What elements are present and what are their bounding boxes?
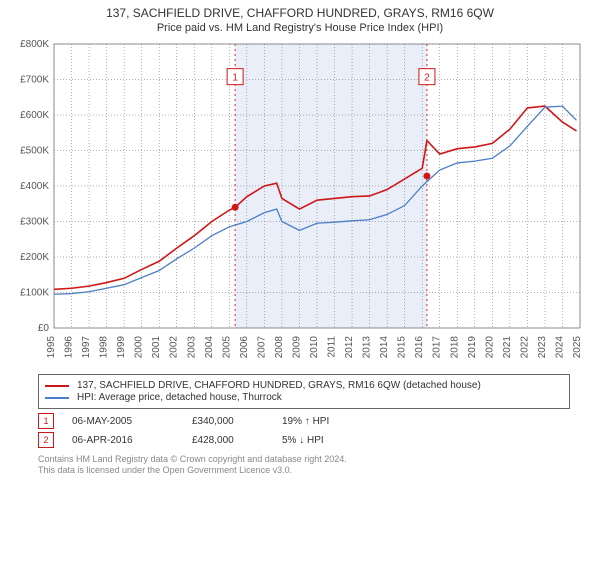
- chart-area: £0 £100K £200K £300K £400K £500K £600K £700K £80…: [10, 38, 590, 368]
- chart-subtitle: Price paid vs. HM Land Registry's House …: [0, 22, 600, 34]
- svg-text:2017: 2017: [432, 336, 443, 359]
- svg-text:1999: 1999: [116, 336, 127, 359]
- svg-text:2021: 2021: [502, 336, 513, 359]
- svg-text:2: 2: [424, 73, 430, 84]
- svg-text:£600K: £600K: [20, 110, 49, 121]
- footnote-line-2: This data is licensed under the Open Gov…: [38, 465, 590, 476]
- svg-text:2025: 2025: [572, 336, 583, 359]
- svg-text:2002: 2002: [169, 336, 180, 359]
- svg-text:2018: 2018: [449, 336, 460, 359]
- sale-hpi-diff: 19% ↑ HPI: [282, 416, 372, 427]
- sale-price: £340,000: [192, 416, 282, 427]
- svg-text:2001: 2001: [151, 336, 162, 359]
- chart-svg: £0 £100K £200K £300K £400K £500K £600K £700K £80…: [10, 38, 590, 368]
- chart-title: 137, SACHFIELD DRIVE, CHAFFORD HUNDRED, …: [0, 6, 600, 20]
- svg-text:2015: 2015: [397, 336, 408, 359]
- svg-text:£800K: £800K: [20, 39, 49, 50]
- svg-text:2006: 2006: [239, 336, 250, 359]
- svg-text:1996: 1996: [64, 336, 75, 359]
- svg-text:2000: 2000: [134, 336, 145, 359]
- svg-text:2003: 2003: [186, 336, 197, 359]
- legend-label: 137, SACHFIELD DRIVE, CHAFFORD HUNDRED, …: [77, 380, 481, 391]
- svg-text:£300K: £300K: [20, 217, 49, 228]
- svg-text:£400K: £400K: [20, 181, 49, 192]
- svg-text:2012: 2012: [344, 336, 355, 359]
- legend-label: HPI: Average price, detached house, Thur…: [77, 392, 282, 403]
- svg-text:2005: 2005: [221, 336, 232, 359]
- sale-marker: 2: [38, 432, 54, 448]
- svg-text:2010: 2010: [309, 336, 320, 359]
- sale-hpi-diff: 5% ↓ HPI: [282, 435, 372, 446]
- legend: 137, SACHFIELD DRIVE, CHAFFORD HUNDRED, …: [38, 374, 570, 409]
- svg-text:£100K: £100K: [20, 288, 49, 299]
- svg-text:2024: 2024: [554, 336, 565, 359]
- svg-text:£200K: £200K: [20, 252, 49, 263]
- svg-text:2016: 2016: [414, 336, 425, 359]
- svg-text:£500K: £500K: [20, 146, 49, 157]
- svg-text:1997: 1997: [81, 336, 92, 359]
- svg-text:2011: 2011: [327, 336, 338, 358]
- svg-text:1: 1: [232, 73, 238, 84]
- svg-text:2009: 2009: [291, 336, 302, 359]
- svg-text:2022: 2022: [519, 336, 530, 359]
- svg-text:£700K: £700K: [20, 75, 49, 86]
- legend-swatch: [45, 397, 69, 399]
- svg-text:2008: 2008: [274, 336, 285, 359]
- svg-text:1995: 1995: [46, 336, 57, 359]
- sale-price: £428,000: [192, 435, 282, 446]
- footnote: Contains HM Land Registry data © Crown c…: [38, 454, 590, 477]
- svg-text:2004: 2004: [204, 336, 215, 359]
- svg-text:2014: 2014: [379, 336, 390, 359]
- sale-date: 06-APR-2016: [72, 435, 192, 446]
- legend-row: HPI: Average price, detached house, Thur…: [45, 392, 563, 403]
- svg-text:2013: 2013: [362, 336, 373, 359]
- sale-marker: 1: [38, 413, 54, 429]
- svg-text:2019: 2019: [467, 336, 478, 359]
- legend-swatch: [45, 385, 69, 387]
- svg-text:2007: 2007: [256, 336, 267, 359]
- sales-table: 1 06-MAY-2005£340,00019% ↑ HPI 2 06-APR-201…: [38, 413, 590, 448]
- svg-text:£0: £0: [38, 323, 50, 334]
- svg-text:2020: 2020: [484, 336, 495, 359]
- legend-row: 137, SACHFIELD DRIVE, CHAFFORD HUNDRED, …: [45, 380, 563, 391]
- svg-text:2023: 2023: [537, 336, 548, 359]
- sale-row: 1 06-MAY-2005£340,00019% ↑ HPI: [38, 413, 590, 429]
- footnote-line-1: Contains HM Land Registry data © Crown c…: [38, 454, 590, 465]
- sale-date: 06-MAY-2005: [72, 416, 192, 427]
- sale-row: 2 06-APR-2016£428,0005% ↓ HPI: [38, 432, 590, 448]
- svg-text:1998: 1998: [99, 336, 110, 359]
